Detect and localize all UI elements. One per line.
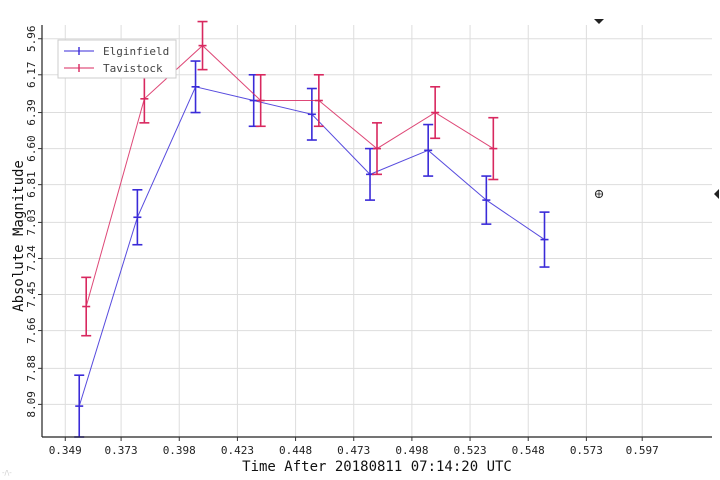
series-line — [85, 44, 494, 307]
x-tick-label: 0.498 — [395, 444, 428, 457]
series-tavistock — [81, 20, 499, 337]
x-tick-label: 0.349 — [49, 444, 82, 457]
y-tick-label: 8.09 — [25, 391, 38, 418]
data-point — [313, 73, 324, 128]
x-tick-label: 0.373 — [105, 444, 138, 457]
y-tick-label: 7.03 — [25, 209, 38, 236]
y-tick-label: 6.81 — [25, 171, 38, 198]
y-tick-label: 7.24 — [25, 245, 38, 272]
data-point — [132, 189, 143, 246]
legend-item-elginfield: Elginfield — [64, 45, 169, 58]
data-point — [539, 211, 550, 268]
legend-item-tavistock: Tavistock — [64, 62, 163, 75]
legend-label: Tavistock — [103, 62, 163, 75]
data-point — [372, 122, 382, 176]
watermark-text: -/\- — [2, 469, 12, 477]
x-tick-label: 0.473 — [337, 444, 370, 457]
legend: Elginfield Tavistock — [57, 39, 177, 79]
data-point — [423, 123, 434, 177]
crosshair-ring — [594, 189, 604, 199]
data-point — [481, 175, 492, 225]
y-tick-label: 7.88 — [25, 355, 38, 382]
x-tick-label: 0.523 — [453, 444, 486, 457]
x-tick-label: 0.597 — [626, 444, 659, 457]
y-tick-label: 5.96 — [25, 25, 38, 52]
ticks: 0.349 0.373 0.398 0.423 0.448 0.473 0.498 0.523… — [25, 25, 659, 457]
legend-label: Elginfield — [103, 45, 169, 58]
y-tick-label: 7.45 — [25, 281, 38, 308]
series-elginfield — [74, 60, 550, 438]
y-tick-label: 6.60 — [25, 135, 38, 162]
y-axis-title: Absolute Magnitude — [11, 160, 27, 312]
x-tick-label: 0.423 — [221, 444, 254, 457]
data-point — [190, 60, 201, 114]
x-axis-title: Time After 20180811 07:14:20 UTC — [242, 459, 512, 475]
x-tick-label: 0.398 — [163, 444, 196, 457]
data-point — [306, 87, 317, 141]
markers — [594, 19, 719, 199]
crosshair-cursor-icon — [594, 189, 604, 199]
y-tick-label: 7.66 — [25, 317, 38, 344]
right-edge-marker-icon — [714, 189, 719, 199]
y-tick-label: 6.17 — [25, 62, 38, 89]
x-tick-label: 0.448 — [279, 444, 312, 457]
data-point — [255, 73, 266, 128]
top-edge-marker-icon — [594, 19, 604, 24]
data-point — [488, 116, 499, 181]
x-tick-label: 0.573 — [570, 444, 603, 457]
data-point — [197, 20, 208, 71]
legend-box — [57, 39, 177, 79]
x-tick-label: 0.548 — [512, 444, 545, 457]
data-point — [430, 86, 441, 140]
data-point — [81, 276, 92, 337]
series-layer — [74, 20, 550, 438]
y-tick-label: 6.39 — [25, 99, 38, 126]
